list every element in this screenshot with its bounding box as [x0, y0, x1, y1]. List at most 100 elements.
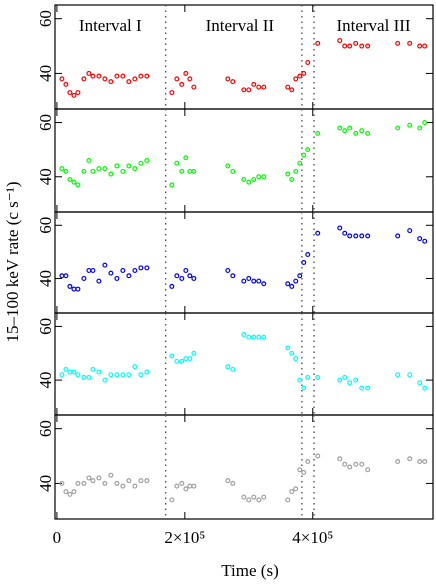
data-point	[183, 70, 189, 76]
data-point	[347, 43, 353, 49]
data-point	[289, 87, 295, 93]
data-point	[365, 43, 371, 49]
data-point	[144, 369, 150, 375]
data-point	[59, 76, 65, 82]
data-point	[289, 283, 295, 289]
data-point	[256, 174, 262, 180]
data-point	[395, 40, 401, 46]
y-tick-label: 40	[36, 475, 55, 492]
data-point	[359, 461, 365, 467]
data-point	[261, 84, 267, 90]
data-point	[86, 374, 92, 380]
data-point	[297, 467, 303, 473]
data-point	[179, 168, 185, 174]
data-point	[359, 43, 365, 49]
data-point	[395, 233, 401, 239]
data-point	[63, 168, 69, 174]
data-point	[108, 270, 114, 276]
data-point	[417, 43, 423, 49]
data-point	[256, 334, 262, 340]
data-point	[144, 265, 150, 271]
data-point	[305, 252, 311, 258]
data-point	[293, 278, 299, 284]
data-point	[132, 483, 138, 489]
data-point	[256, 497, 262, 503]
data-point	[347, 380, 353, 386]
data-point	[395, 459, 401, 465]
data-point	[301, 260, 307, 266]
x-axis-label: Time (s)	[221, 561, 278, 580]
data-point	[169, 90, 175, 96]
data-point	[256, 84, 262, 90]
data-point	[96, 166, 102, 172]
data-point	[138, 478, 144, 484]
panel-frame	[54, 312, 434, 416]
data-point	[359, 128, 365, 134]
data-point	[191, 84, 197, 90]
data-point	[241, 331, 247, 337]
data-point	[365, 130, 371, 136]
data-point	[174, 160, 180, 166]
data-point	[365, 467, 371, 473]
data-point	[359, 385, 365, 391]
panel-frame	[54, 211, 434, 314]
y-tick-label: 60	[36, 420, 55, 437]
data-point	[63, 273, 69, 279]
data-point	[81, 76, 87, 82]
data-point	[90, 73, 96, 79]
data-point	[90, 168, 96, 174]
data-point	[187, 483, 193, 489]
data-point	[108, 79, 114, 85]
data-point	[63, 81, 69, 87]
data-point	[174, 358, 180, 364]
data-point	[315, 40, 321, 46]
data-point	[301, 469, 307, 475]
data-point	[67, 491, 73, 497]
data-point	[169, 283, 175, 289]
data-point	[71, 489, 77, 495]
data-point	[86, 158, 92, 164]
data-point	[63, 366, 69, 372]
data-point	[191, 168, 197, 174]
data-point	[102, 377, 108, 383]
data-point	[347, 464, 353, 470]
data-point	[407, 372, 413, 378]
data-point	[422, 238, 428, 244]
data-point	[293, 168, 299, 174]
interval-label: Interval I	[79, 16, 142, 35]
y-tick-label: 40	[36, 168, 55, 185]
data-point	[108, 372, 114, 378]
data-point	[114, 480, 120, 486]
data-point	[365, 233, 371, 239]
data-point	[126, 79, 132, 85]
data-point	[81, 275, 87, 281]
data-point	[86, 70, 92, 76]
data-point	[71, 369, 77, 375]
data-point	[187, 356, 193, 362]
data-point	[71, 92, 77, 98]
data-point	[187, 273, 193, 279]
data-point	[96, 475, 102, 481]
data-point	[59, 166, 65, 172]
data-point	[342, 374, 348, 380]
data-point	[261, 281, 267, 287]
data-point	[417, 125, 423, 131]
data-point	[246, 497, 252, 503]
data-point	[337, 377, 343, 383]
data-point	[241, 494, 247, 500]
data-point	[67, 176, 73, 182]
data-point	[289, 176, 295, 182]
data-point	[246, 334, 252, 340]
data-point	[183, 267, 189, 273]
x-tick-label: 2×10⁵	[164, 528, 205, 547]
data-point	[59, 480, 65, 486]
data-point	[315, 453, 321, 459]
data-point	[75, 90, 81, 96]
data-point	[305, 374, 311, 380]
data-point	[395, 125, 401, 131]
y-tick-label: 40	[36, 270, 55, 287]
y-tick-label: 60	[36, 217, 55, 234]
data-point	[96, 369, 102, 375]
data-point	[67, 369, 73, 375]
data-point	[75, 286, 81, 292]
